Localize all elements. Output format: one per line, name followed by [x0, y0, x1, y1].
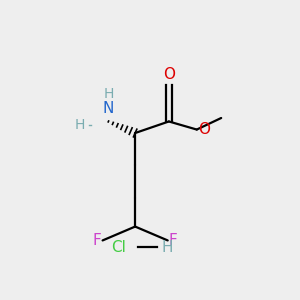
Text: H: H: [162, 240, 173, 255]
Text: F: F: [169, 233, 178, 248]
Text: H: H: [103, 87, 114, 101]
Text: O: O: [163, 67, 175, 82]
Text: O: O: [198, 122, 210, 137]
Text: F: F: [93, 233, 101, 248]
Text: Cl: Cl: [111, 240, 126, 255]
Text: H: H: [75, 118, 85, 132]
Text: N: N: [103, 101, 114, 116]
